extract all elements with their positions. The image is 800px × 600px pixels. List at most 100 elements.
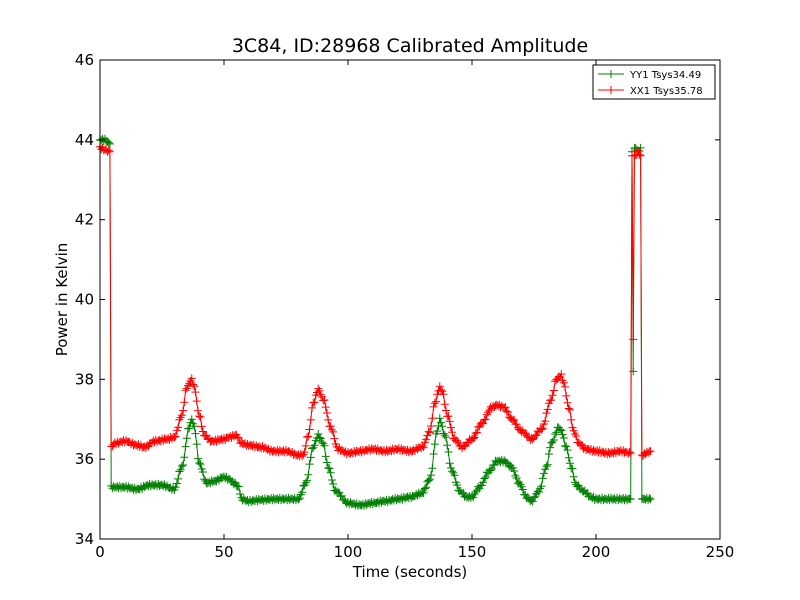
data-point: [453, 436, 462, 445]
data-point: [304, 432, 313, 441]
data-point: [433, 427, 442, 436]
data-point: [327, 425, 336, 434]
data-point: [322, 409, 331, 418]
y-tick-label: 38: [75, 370, 94, 388]
data-point: [429, 402, 438, 411]
data-point: [327, 476, 336, 485]
data-point: [430, 440, 439, 449]
data-point: [562, 442, 571, 451]
data-point: [469, 434, 478, 443]
data-point: [430, 399, 439, 408]
legend: YY1 Tsys34.49 XX1 Tsys35.78: [592, 64, 716, 100]
data-point: [196, 413, 205, 422]
data-point: [314, 430, 323, 439]
data-point: [310, 398, 319, 407]
data-point: [175, 467, 184, 476]
data-point: [556, 425, 565, 434]
data-point: [470, 433, 479, 442]
data-point: [176, 413, 185, 422]
data-point: [565, 405, 574, 414]
data-point: [422, 483, 431, 492]
data-point: [329, 427, 338, 436]
data-point: [303, 433, 312, 442]
data-point: [537, 425, 546, 434]
data-point: [634, 146, 643, 155]
y-tick-label: 44: [75, 131, 94, 149]
data-point: [450, 471, 459, 480]
data-point: [105, 147, 114, 156]
data-point: [440, 431, 449, 440]
data-point: [626, 495, 635, 504]
data-point: [446, 464, 455, 473]
data-point: [438, 422, 447, 431]
data-point: [172, 479, 181, 488]
chart-title: 3C84, ID:28968 Calibrated Amplitude: [232, 35, 588, 57]
data-point: [479, 478, 488, 487]
data-point: [503, 408, 512, 417]
legend-marker-xx1: [607, 86, 615, 94]
data-point: [177, 411, 186, 420]
data-point: [544, 450, 553, 459]
data-point: [184, 381, 193, 390]
data-point: [543, 405, 552, 414]
x-tick-label: 0: [95, 543, 105, 561]
data-point: [315, 433, 324, 442]
data-point: [437, 418, 445, 427]
data-point: [445, 417, 454, 426]
tick-layer: 0 50 100 150 200 250 34 36 38 40 42 44 46: [75, 51, 734, 561]
plot-frame: [99, 59, 721, 540]
data-point: [321, 452, 330, 461]
data-point: [295, 494, 304, 503]
data-point: [511, 471, 520, 480]
data-point: [471, 429, 480, 438]
data-point: [105, 139, 114, 148]
data-point: [198, 467, 207, 476]
data-point: [180, 453, 189, 462]
data-point: [551, 430, 560, 439]
series-yy1: [96, 134, 655, 510]
data-point: [171, 483, 180, 492]
data-point: [559, 378, 568, 387]
data-point: [320, 441, 329, 450]
data-point: [304, 470, 313, 479]
data-point: [324, 463, 333, 472]
data-point: [296, 490, 305, 499]
data-point: [420, 484, 429, 493]
data-point: [427, 421, 436, 430]
data-point: [172, 426, 181, 435]
data-point: [549, 436, 558, 445]
data-point: [534, 488, 543, 497]
data-point: [181, 386, 190, 395]
data-point: [236, 490, 245, 499]
data-point: [448, 428, 457, 437]
data-point: [445, 459, 454, 468]
data-point: [305, 425, 314, 434]
data-point: [440, 400, 449, 409]
x-axis-label: Time (seconds): [352, 563, 468, 581]
data-point: [316, 390, 325, 399]
data-point: [528, 497, 537, 506]
data-point: [549, 386, 558, 395]
data-point: [316, 434, 325, 443]
data-point: [174, 423, 183, 432]
data-point: [629, 367, 638, 376]
data-point: [337, 491, 346, 500]
data-point: [180, 398, 189, 407]
data-point: [310, 441, 319, 450]
legend-label-yy1: YY1 Tsys34.49: [629, 70, 701, 81]
x-tick-label: 250: [706, 543, 735, 561]
data-point: [419, 488, 428, 497]
data-point: [561, 441, 569, 450]
legend-label-xx1: XX1 Tsys35.78: [630, 86, 703, 97]
data-point: [326, 468, 335, 477]
data-point: [625, 447, 634, 456]
data-point: [198, 427, 207, 436]
data-point: [444, 447, 453, 456]
y-tick-label: 46: [75, 51, 94, 69]
data-point: [646, 495, 655, 504]
data-point: [564, 404, 573, 413]
data-point: [542, 462, 551, 471]
data-point: [428, 464, 437, 473]
data-point: [444, 412, 453, 421]
data-point: [543, 460, 552, 469]
